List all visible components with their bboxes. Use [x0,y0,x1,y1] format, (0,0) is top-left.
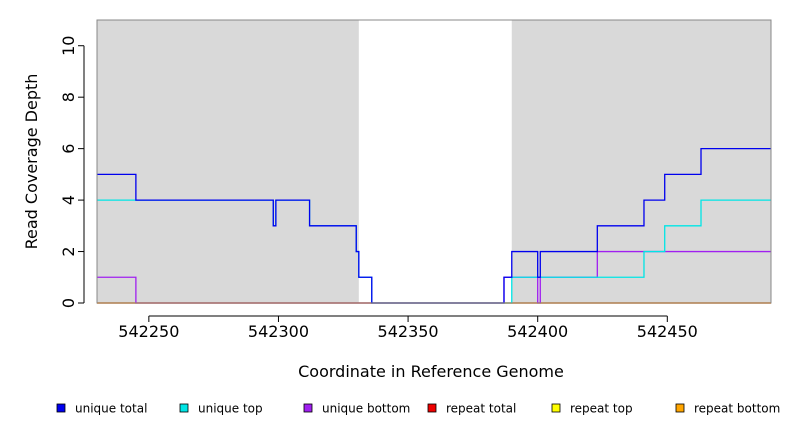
y-tick-label: 8 [59,92,78,102]
y-tick-label: 4 [59,195,78,205]
series-line-unique-total [97,147,771,304]
legend-label-repeat-top: repeat top [570,402,633,416]
legend: unique total unique top unique bottom repea… [56,402,780,416]
y-tick-label: 6 [59,144,78,154]
legend-label-repeat-total: repeat total [446,402,516,416]
legend-swatch-unique-top [179,403,189,413]
x-tick-label: 542250 [118,322,179,341]
legend-label-unique-total: unique total [75,402,147,416]
x-tick-label: 542400 [507,322,568,341]
x-axis: 542250 542300 542350 542400 542450 [118,315,698,341]
y-tick-label: 2 [59,246,78,256]
y-axis-title: Read Coverage Depth [22,74,41,250]
plot-frame [96,19,772,304]
plot-background [97,20,771,303]
y-tick-label: 10 [59,36,78,56]
legend-swatch-unique-bottom [303,403,313,413]
x-tick-label: 542450 [637,322,698,341]
x-axis-title: Coordinate in Reference Genome [298,362,564,381]
legend-label-repeat-bottom: repeat bottom [694,402,780,416]
legend-swatch-repeat-top [551,403,561,413]
y-axis: 0 2 4 6 8 10 [59,36,85,308]
legend-swatch-repeat-bottom [675,403,685,413]
legend-label-unique-top: unique top [198,402,263,416]
shaded-region-1 [97,20,359,303]
legend-swatch-unique-total [56,403,66,413]
shaded-region-2 [511,20,771,303]
x-tick-label: 542350 [378,322,439,341]
y-tick-label: 0 [59,298,78,308]
x-tick-label: 542300 [248,322,309,341]
legend-label-unique-bottom: unique bottom [322,402,410,416]
legend-swatch-repeat-total [427,403,437,413]
